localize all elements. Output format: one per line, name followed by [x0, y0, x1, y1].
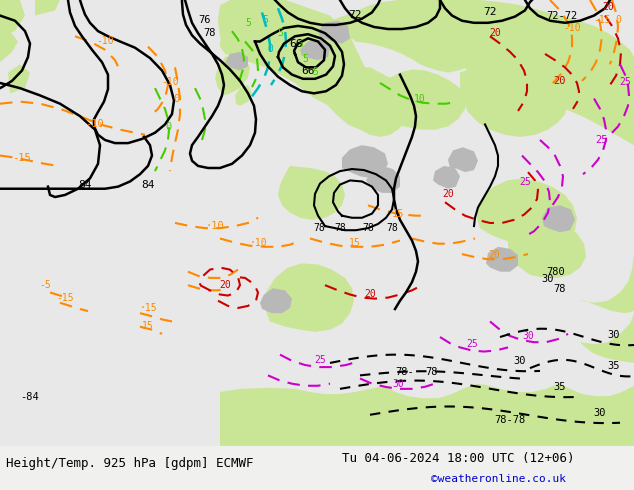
Polygon shape	[580, 313, 634, 363]
Text: 15: 15	[142, 321, 154, 331]
Text: -10: -10	[563, 23, 581, 33]
Polygon shape	[310, 68, 412, 137]
Polygon shape	[348, 0, 510, 73]
Text: 30: 30	[541, 274, 554, 284]
Polygon shape	[264, 264, 354, 332]
Text: 20: 20	[602, 2, 614, 12]
Text: 72-72: 72-72	[547, 11, 578, 21]
Polygon shape	[8, 64, 30, 93]
Polygon shape	[220, 0, 355, 88]
Polygon shape	[220, 384, 634, 446]
Text: 66: 66	[301, 66, 314, 75]
Text: ·10: ·10	[205, 221, 224, 231]
Text: 78: 78	[426, 368, 438, 377]
Polygon shape	[486, 247, 518, 271]
Polygon shape	[0, 0, 634, 446]
Text: 20: 20	[488, 250, 500, 260]
Text: 84: 84	[141, 179, 155, 190]
Polygon shape	[218, 0, 385, 119]
Text: 66: 66	[289, 39, 303, 49]
Text: 5: 5	[262, 15, 268, 25]
Polygon shape	[0, 0, 25, 36]
Text: 78: 78	[386, 223, 398, 233]
Text: 20: 20	[489, 28, 501, 38]
Text: -15: -15	[13, 152, 31, 163]
Text: 5: 5	[297, 39, 303, 49]
Text: 20: 20	[364, 289, 376, 298]
Text: ·15: ·15	[139, 303, 157, 313]
Text: 20: 20	[553, 76, 566, 86]
Text: 72: 72	[348, 9, 362, 20]
Text: 0: 0	[615, 15, 621, 25]
Text: 25: 25	[466, 340, 478, 349]
Text: Tu 04-06-2024 18:00 UTC (12+06): Tu 04-06-2024 18:00 UTC (12+06)	[342, 452, 575, 465]
Polygon shape	[433, 166, 460, 189]
Text: 78: 78	[313, 223, 325, 233]
Text: -10: -10	[161, 77, 179, 87]
Text: 78-: 78-	[396, 368, 415, 377]
Polygon shape	[215, 54, 250, 96]
Text: 30: 30	[608, 330, 620, 340]
Text: 76: 76	[198, 15, 211, 25]
Text: -84: -84	[21, 392, 39, 402]
Text: 78: 78	[204, 28, 216, 38]
Polygon shape	[235, 85, 252, 106]
Text: 780: 780	[547, 267, 566, 277]
Text: 78: 78	[362, 223, 374, 233]
Polygon shape	[460, 64, 568, 137]
Text: 84: 84	[78, 179, 92, 190]
Text: -15: -15	[593, 15, 611, 25]
Polygon shape	[318, 21, 350, 44]
Text: 30: 30	[522, 331, 534, 341]
Text: 72: 72	[483, 7, 497, 18]
Polygon shape	[35, 0, 60, 16]
Text: 35: 35	[608, 361, 620, 371]
Polygon shape	[580, 254, 634, 313]
Text: 15: 15	[349, 238, 361, 248]
Polygon shape	[542, 205, 575, 232]
Polygon shape	[0, 31, 18, 62]
Text: 0: 0	[174, 94, 180, 103]
Polygon shape	[260, 288, 292, 313]
Polygon shape	[225, 52, 248, 71]
Text: 30: 30	[594, 408, 606, 417]
Text: 30: 30	[392, 379, 404, 389]
Text: 20: 20	[442, 189, 454, 199]
Text: 25: 25	[595, 135, 607, 145]
Text: 0: 0	[165, 122, 171, 131]
Text: 5: 5	[302, 54, 308, 64]
Text: -5: -5	[39, 280, 51, 290]
Text: 0: 0	[267, 44, 273, 54]
Text: 25: 25	[619, 77, 631, 87]
Polygon shape	[366, 166, 400, 193]
Text: -10: -10	[96, 36, 114, 46]
Text: ©weatheronline.co.uk: ©weatheronline.co.uk	[431, 474, 566, 484]
Polygon shape	[378, 70, 465, 130]
Text: 25: 25	[519, 176, 531, 187]
Polygon shape	[462, 0, 634, 145]
Polygon shape	[300, 39, 330, 60]
Text: 35: 35	[553, 382, 566, 392]
Text: 78: 78	[334, 223, 346, 233]
Polygon shape	[278, 166, 345, 220]
Polygon shape	[448, 147, 478, 172]
Text: -15: -15	[56, 293, 74, 303]
Text: -10: -10	[86, 120, 105, 129]
Text: Height/Temp. 925 hPa [gdpm] ECMWF: Height/Temp. 925 hPa [gdpm] ECMWF	[6, 457, 254, 469]
Text: 25: 25	[314, 355, 326, 365]
Text: 78-78: 78-78	[495, 415, 526, 425]
Text: 5: 5	[245, 18, 251, 28]
Polygon shape	[508, 220, 586, 278]
Polygon shape	[477, 178, 577, 249]
Polygon shape	[330, 0, 512, 68]
Text: 10: 10	[414, 94, 426, 103]
Text: 15: 15	[392, 209, 404, 219]
Polygon shape	[342, 145, 388, 178]
Text: 5: 5	[312, 67, 318, 76]
Text: ·10: ·10	[249, 238, 267, 248]
Text: 78: 78	[553, 284, 566, 294]
Text: 5: 5	[277, 28, 283, 38]
Text: 30: 30	[514, 356, 526, 366]
Text: 20: 20	[219, 280, 231, 290]
